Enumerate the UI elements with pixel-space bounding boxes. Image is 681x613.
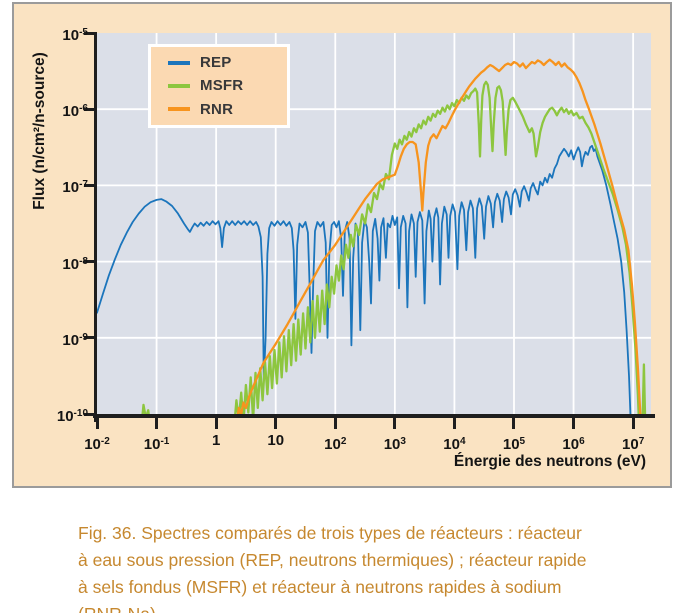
- caption-line: (RNR-Na).: [78, 601, 673, 613]
- x-axis-tick: [95, 414, 99, 429]
- x-tick-label: 10-2: [84, 436, 110, 453]
- y-axis-tick: [84, 260, 97, 264]
- x-tick-label: 102: [324, 436, 347, 453]
- x-tick-label: 106: [562, 436, 585, 453]
- x-tick-label: 105: [502, 436, 526, 453]
- figure-caption: Fig. 36. Spectres comparés de trois type…: [78, 520, 673, 613]
- legend-label-rep: REP: [200, 54, 232, 72]
- x-axis-tick: [572, 414, 576, 429]
- caption-line: Fig. 36. Spectres comparés de trois type…: [78, 523, 582, 543]
- legend-label-rnr: RNR: [200, 100, 234, 118]
- y-axis-line: [94, 33, 97, 422]
- x-axis-tick: [452, 414, 456, 429]
- rnr-line-swatch-icon: [168, 107, 190, 112]
- x-axis-title: Énergie des neutrons (eV): [453, 453, 646, 470]
- x-axis-tick: [512, 414, 516, 429]
- legend-item-msfr: MSFR: [168, 77, 287, 94]
- legend: REP MSFR RNR: [148, 44, 290, 128]
- y-axis-tick: [84, 183, 97, 187]
- x-axis-tick: [393, 414, 397, 429]
- y-tick-label: 10-8: [62, 255, 88, 273]
- x-tick-label: 1: [211, 432, 221, 449]
- y-tick-label: 10-7: [62, 179, 88, 197]
- x-axis-line: [93, 414, 655, 418]
- y-tick-label: 10-10: [56, 408, 88, 425]
- msfr-line-swatch-icon: [168, 83, 190, 88]
- x-tick-label: 104: [443, 436, 466, 453]
- x-axis-tick: [155, 414, 159, 429]
- series-line-msfr: [141, 80, 647, 414]
- x-tick-label: 107: [622, 436, 645, 453]
- legend-item-rnr: RNR: [168, 101, 287, 118]
- x-tick-label: 10-1: [143, 436, 170, 453]
- y-tick-label: 10-9: [62, 331, 88, 349]
- x-axis-tick: [631, 414, 635, 429]
- caption-line: à eau sous pression (REP, neutrons therm…: [78, 550, 587, 570]
- caption-line: à sels fondus (MSFR) et réacteur à neutr…: [78, 577, 562, 597]
- y-tick-label: 10-6: [62, 103, 88, 121]
- rep-line-swatch-icon: [168, 60, 190, 65]
- x-axis-tick: [333, 414, 337, 429]
- x-axis-tick: [214, 414, 218, 429]
- x-axis-tick: [274, 414, 278, 429]
- y-axis-tick: [84, 107, 97, 111]
- y-axis-tick: [84, 412, 97, 416]
- legend-item-rep: REP: [168, 54, 287, 71]
- x-tick-label: 103: [383, 436, 406, 453]
- series-line-rep: [97, 144, 632, 414]
- y-tick-label: 10-5: [62, 27, 88, 44]
- y-axis-tick: [84, 31, 97, 35]
- series-line-rnr: [236, 58, 642, 414]
- legend-label-msfr: MSFR: [200, 77, 244, 95]
- y-axis-tick: [84, 336, 97, 340]
- x-tick-label: 10: [267, 432, 285, 449]
